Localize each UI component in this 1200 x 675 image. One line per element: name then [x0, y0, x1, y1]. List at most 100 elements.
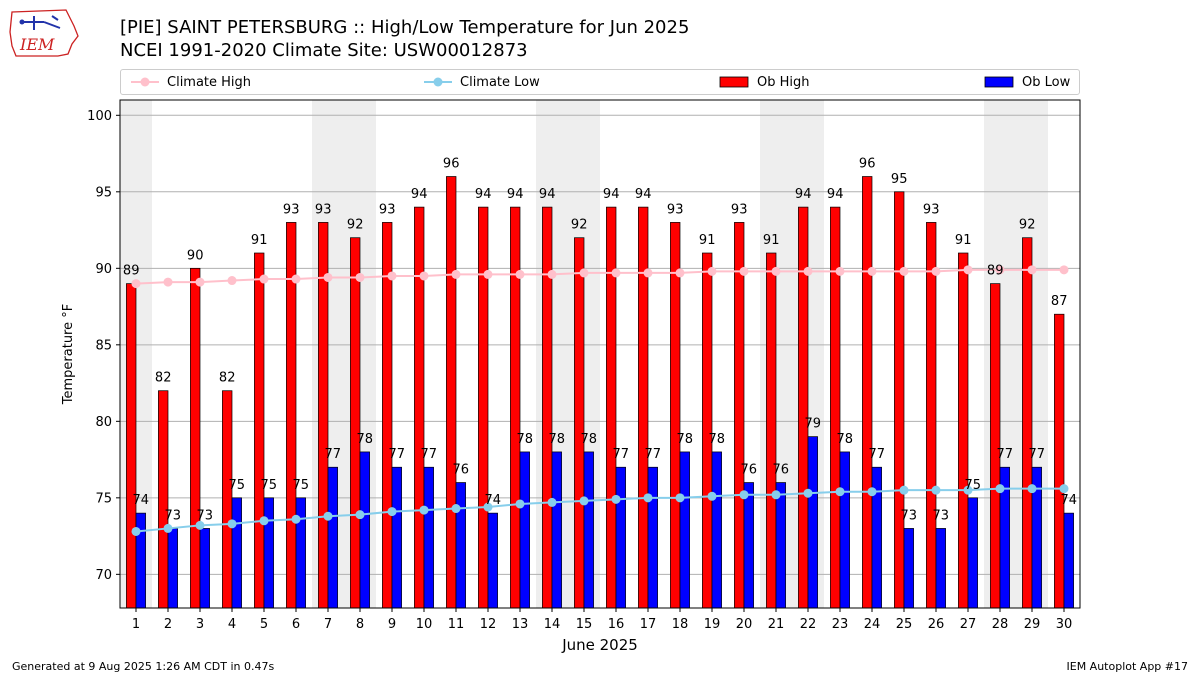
x-tick-label: 22 — [800, 617, 817, 632]
ob-high-bar — [414, 206, 425, 609]
ob-low-value-label: 78 — [581, 432, 598, 447]
ob-high-bar — [734, 222, 745, 609]
ob-high-bar — [926, 222, 937, 609]
climate-high-point — [419, 271, 429, 281]
x-tick-label: 6 — [292, 617, 300, 632]
ob-low-bar — [263, 497, 274, 609]
ob-low-bar — [743, 482, 754, 609]
x-tick-label: 27 — [960, 617, 977, 632]
ob-low-value-label: 73 — [165, 508, 182, 523]
y-tick-label: 95 — [95, 185, 112, 200]
ob-high-value-label: 93 — [283, 202, 300, 217]
ob-low-bar — [903, 528, 914, 609]
legend-swatch-climate-low — [424, 77, 452, 87]
x-tick-label: 4 — [228, 617, 236, 632]
x-tick-label: 7 — [324, 617, 332, 632]
ob-low-bar — [519, 451, 530, 609]
climate-low-point — [483, 502, 493, 512]
ob-high-bar — [670, 222, 681, 609]
x-tick-label: 24 — [864, 617, 881, 632]
x-tick-label: 13 — [512, 617, 529, 632]
ob-high-bar — [222, 390, 233, 609]
logo-text: IEM — [19, 35, 55, 54]
ob-low-value-label: 78 — [837, 432, 854, 447]
ob-low-bar — [455, 482, 466, 609]
plot-frame — [119, 99, 1081, 609]
ob-high-bar — [606, 206, 617, 609]
x-tick-label: 25 — [896, 617, 913, 632]
ob-high-value-label: 94 — [635, 187, 652, 202]
x-tick-label: 14 — [544, 617, 561, 632]
climate-low-point — [867, 487, 877, 497]
ob-high-value-label: 94 — [603, 187, 620, 202]
ob-low-value-label: 77 — [389, 447, 406, 462]
climate-low-point — [259, 516, 269, 526]
climate-high-point — [931, 266, 941, 276]
ob-high-bar — [638, 206, 649, 609]
x-axis-label: June 2025 — [561, 636, 638, 654]
legend-item-ob-high: Ob High — [719, 70, 810, 94]
ob-high-value-label: 96 — [859, 157, 876, 172]
ob-low-value-label: 78 — [357, 432, 374, 447]
ob-low-bar — [839, 451, 850, 609]
climate-high-point — [387, 271, 397, 281]
temperature-chart: 7075808590951008974827390738275917593759… — [61, 99, 1081, 654]
climate-high-point — [611, 268, 621, 278]
ob-low-value-label: 77 — [421, 447, 438, 462]
legend-swatch-ob-low — [984, 76, 1014, 88]
x-tick-label: 29 — [1024, 617, 1041, 632]
ob-high-bar — [862, 176, 873, 609]
ob-high-value-label: 89 — [123, 264, 140, 279]
climate-high-point — [227, 276, 237, 286]
legend-item-climate-low: Climate Low — [424, 70, 540, 94]
ob-low-value-label: 76 — [453, 463, 470, 478]
climate-low-point — [515, 499, 525, 509]
ob-low-value-label: 79 — [805, 417, 822, 432]
ob-low-bar — [583, 451, 594, 609]
ob-high-value-label: 93 — [667, 202, 684, 217]
climate-low-point — [739, 490, 749, 500]
x-tick-label: 23 — [832, 617, 849, 632]
climate-high-point — [771, 266, 781, 276]
ob-high-value-label: 87 — [1051, 294, 1068, 309]
ob-high-bar — [126, 283, 137, 609]
ob-low-bar — [967, 497, 978, 609]
climate-high-point — [515, 269, 525, 279]
climate-low-point — [899, 485, 909, 495]
y-axis-label: Temperature °F — [61, 304, 76, 405]
generated-timestamp: Generated at 9 Aug 2025 1:26 AM CDT in 0… — [12, 660, 275, 673]
iem-logo: IEM — [9, 9, 79, 57]
climate-low-point — [1027, 484, 1037, 494]
climate-low-point — [131, 526, 141, 536]
climate-low-line — [135, 487, 1064, 533]
x-tick-label: 28 — [992, 617, 1009, 632]
ob-low-bar — [487, 512, 498, 609]
x-tick-label: 18 — [672, 617, 689, 632]
ob-high-value-label: 82 — [155, 371, 172, 386]
ob-low-value-label: 75 — [261, 478, 278, 493]
climate-high-point — [995, 265, 1005, 275]
ob-high-bar — [542, 206, 553, 609]
ob-high-value-label: 92 — [1019, 218, 1036, 233]
climate-low-point — [547, 497, 557, 507]
ob-low-value-label: 77 — [645, 447, 662, 462]
climate-high-point — [291, 274, 301, 284]
ob-low-value-label: 78 — [549, 432, 566, 447]
ob-high-value-label: 94 — [507, 187, 524, 202]
climate-low-point — [611, 494, 621, 504]
climate-high-point — [835, 266, 845, 276]
ob-low-value-label: 77 — [325, 447, 342, 462]
x-tick-label: 20 — [736, 617, 753, 632]
climate-low-point — [451, 504, 461, 514]
climate-high-point — [547, 269, 557, 279]
climate-low-point — [675, 493, 685, 503]
legend-label: Ob Low — [1022, 74, 1071, 90]
climate-high-point — [483, 269, 493, 279]
ob-low-bar — [167, 528, 178, 609]
ob-high-value-label: 95 — [891, 172, 908, 187]
ob-high-value-label: 91 — [699, 233, 716, 248]
ob-low-value-label: 77 — [613, 447, 630, 462]
ob-low-bar — [423, 466, 434, 609]
climate-high-point — [1059, 265, 1069, 275]
chart-title: [PIE] SAINT PETERSBURG :: High/Low Tempe… — [120, 17, 690, 38]
